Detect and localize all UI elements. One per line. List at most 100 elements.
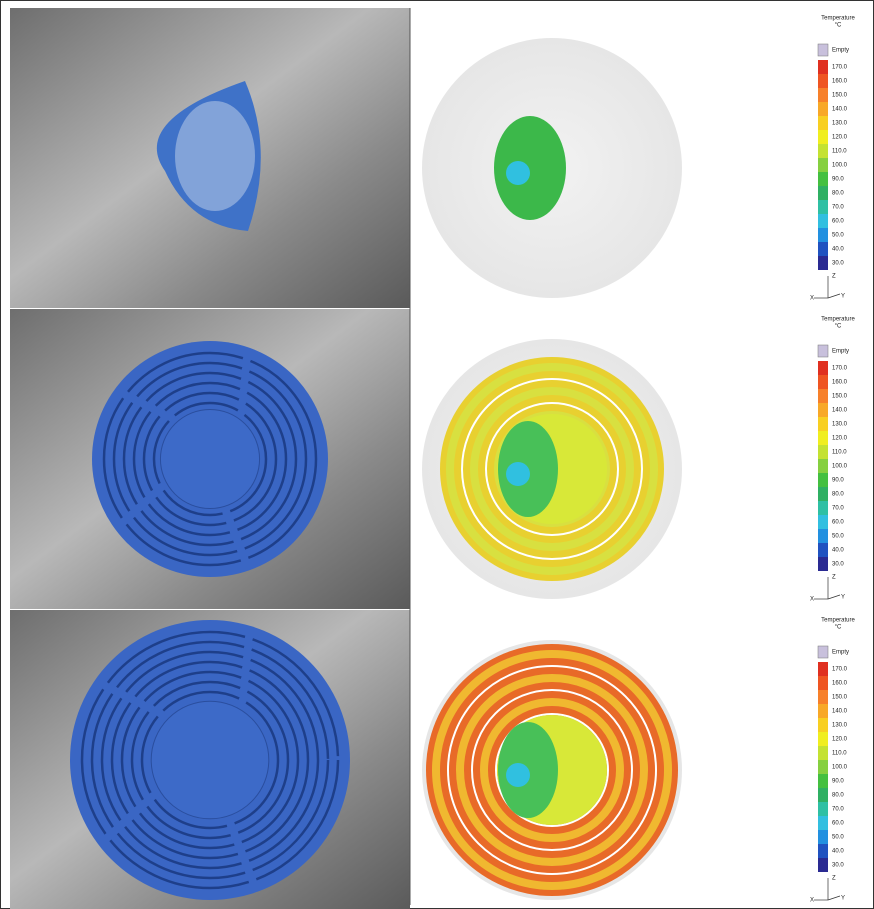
legend-label: 50.0 [832, 835, 844, 841]
legend-unit: °C [835, 625, 842, 631]
figure: Temperature°CEmpty170.0160.0150.0140.013… [0, 0, 874, 909]
legend-label: 30.0 [832, 562, 844, 568]
legend-cell [818, 389, 828, 403]
legend-cell [818, 760, 828, 774]
legend-label: 140.0 [832, 709, 848, 715]
legend-empty-label: Empty [832, 48, 849, 54]
sim-gate [506, 462, 530, 486]
axis-z-label: Z [832, 876, 836, 882]
legend-cell [818, 459, 828, 473]
legend-cell [818, 718, 828, 732]
legend-label: 60.0 [832, 821, 844, 827]
page: {"panels": [ {"legend": {"title": "Tempe… [0, 0, 874, 909]
legend-label: 150.0 [832, 93, 848, 99]
legend-cell [818, 431, 828, 445]
legend-cell [818, 746, 828, 760]
legend-title: Temperature [821, 618, 855, 624]
legend-label: 100.0 [832, 163, 848, 169]
legend-cell [818, 732, 828, 746]
legend-label: 130.0 [832, 422, 848, 428]
legend-label: 80.0 [832, 793, 844, 799]
legend-label: 50.0 [832, 534, 844, 540]
legend-cell [818, 256, 828, 270]
part-photo-hub [160, 409, 259, 508]
legend-label: 80.0 [832, 492, 844, 498]
legend-label: 120.0 [832, 737, 848, 743]
legend-label: 90.0 [832, 478, 844, 484]
legend-label: 130.0 [832, 121, 848, 127]
legend-cell [818, 802, 828, 816]
axis-x-label: X [810, 597, 814, 603]
legend-cell [818, 473, 828, 487]
legend-cell-empty [818, 345, 828, 357]
legend-cell [818, 102, 828, 116]
axis-x-label: X [810, 898, 814, 904]
legend-cell [818, 214, 828, 228]
legend-cell [818, 403, 828, 417]
legend-label: 70.0 [832, 807, 844, 813]
legend-label: 150.0 [832, 695, 848, 701]
legend-cell [818, 186, 828, 200]
legend-cell [818, 662, 828, 676]
legend-cell [818, 704, 828, 718]
legend-label: 40.0 [832, 247, 844, 253]
legend-cell [818, 557, 828, 571]
legend-label: 70.0 [832, 205, 844, 211]
legend-label: 110.0 [832, 149, 847, 155]
legend-cell [818, 242, 828, 256]
legend-label: 100.0 [832, 765, 848, 771]
sim-gate [506, 161, 530, 185]
axis-y-label: Y [841, 294, 845, 300]
part-photo-hub [151, 701, 269, 819]
legend-label: 30.0 [832, 863, 844, 869]
sim-part [494, 116, 566, 220]
legend-cell [818, 676, 828, 690]
legend-label: 160.0 [832, 79, 848, 85]
legend-cell [818, 445, 828, 459]
legend-cell [818, 172, 828, 186]
legend-cell [818, 144, 828, 158]
legend-cell [818, 515, 828, 529]
legend-label: 120.0 [832, 135, 848, 141]
axis-y-label: Y [841, 595, 845, 601]
legend-cell [818, 788, 828, 802]
legend-label: 170.0 [832, 65, 848, 71]
legend-cell [818, 844, 828, 858]
legend-label: 130.0 [832, 723, 848, 729]
legend-cell [818, 74, 828, 88]
legend-label: 60.0 [832, 520, 844, 526]
legend-label: 70.0 [832, 506, 844, 512]
axis-y [828, 896, 840, 900]
legend-cell [818, 228, 828, 242]
legend-unit: °C [835, 324, 842, 330]
legend-title: Temperature [821, 16, 855, 22]
legend-cell [818, 830, 828, 844]
legend-label: 160.0 [832, 380, 848, 386]
legend-cell [818, 690, 828, 704]
legend-cell [818, 543, 828, 557]
legend-label: 110.0 [832, 751, 847, 757]
legend-label: 140.0 [832, 408, 848, 414]
legend-label: 120.0 [832, 436, 848, 442]
legend-cell [818, 816, 828, 830]
legend-label: 100.0 [832, 464, 848, 470]
legend-label: 30.0 [832, 261, 844, 267]
legend-empty-label: Empty [832, 349, 849, 355]
legend-label: 170.0 [832, 667, 848, 673]
axis-y-label: Y [841, 896, 845, 902]
legend-cell [818, 501, 828, 515]
legend-unit: °C [835, 23, 842, 29]
legend-label: 60.0 [832, 219, 844, 225]
legend-cell [818, 88, 828, 102]
legend-label: 50.0 [832, 233, 844, 239]
legend-label: 150.0 [832, 394, 848, 400]
legend-cell [818, 130, 828, 144]
legend-cell [818, 60, 828, 74]
part-photo-center [175, 101, 255, 211]
legend-label: 90.0 [832, 779, 844, 785]
axis-y [828, 294, 840, 298]
legend-cell [818, 200, 828, 214]
legend-label: 80.0 [832, 191, 844, 197]
legend-cell [818, 529, 828, 543]
axis-z-label: Z [832, 575, 836, 581]
